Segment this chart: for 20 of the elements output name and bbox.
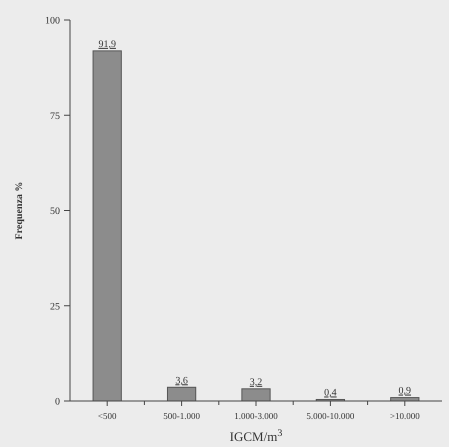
y-tick-label: 0 [55, 396, 60, 408]
bar [241, 388, 271, 402]
bar [92, 50, 122, 402]
y-tick-label: 75 [50, 110, 60, 122]
y-tick-label: 50 [50, 206, 60, 217]
data-label: 3,6 [175, 375, 188, 386]
x-tick-label: 5.000-10.000 [306, 411, 355, 421]
x-tick-label: 1.000-3.000 [234, 411, 278, 421]
x-tick-label: >10.000 [390, 411, 420, 421]
bar [166, 386, 196, 402]
data-label: 0,9 [398, 386, 412, 397]
data-label: 91,9 [98, 38, 116, 50]
x-tick-label: <500 [98, 411, 117, 421]
y-tick-label: 25 [50, 301, 60, 312]
y-axis-title: Frequenza % [14, 182, 25, 240]
x-axis-title: IGCM/m$^{3}$ [230, 428, 282, 444]
data-label: 0,4 [324, 387, 337, 398]
data-label: 3,2 [250, 376, 262, 388]
y-tick-label: 100 [45, 16, 60, 26]
x-tick-label: 500-1.000 [163, 411, 200, 421]
